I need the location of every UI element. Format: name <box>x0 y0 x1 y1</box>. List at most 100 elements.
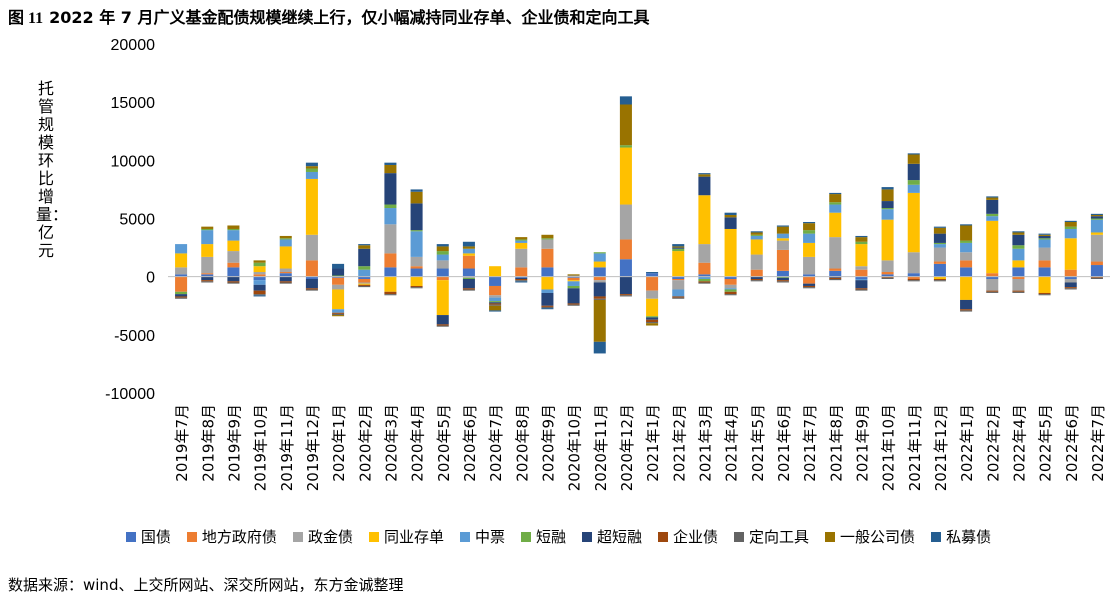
bar-segment <box>332 312 345 314</box>
bar-segment <box>279 272 292 274</box>
bar-segment <box>436 260 449 269</box>
bar-segment <box>384 276 397 292</box>
bar-segment <box>279 239 292 247</box>
bar-segment <box>1038 233 1051 235</box>
bar-segment <box>462 277 475 279</box>
bar-segment <box>698 262 711 275</box>
bar-segment <box>1012 245 1025 249</box>
bar-segment <box>1064 220 1077 222</box>
legend-swatch <box>125 531 136 542</box>
bar-segment <box>489 276 502 286</box>
bar-segment <box>305 162 318 167</box>
bar-segment <box>1064 269 1077 277</box>
bar-segment <box>960 267 973 277</box>
x-tick-label: 2022年2月 <box>984 404 1002 482</box>
bar-segment <box>1038 260 1051 268</box>
bar-segment <box>1090 215 1103 217</box>
x-tick-label: 2019年9月 <box>225 404 243 482</box>
bar-segment <box>829 268 842 271</box>
bar-segment <box>279 238 292 240</box>
bar-segment <box>305 234 318 261</box>
bar-segment <box>515 281 528 283</box>
bar-segment <box>855 280 868 289</box>
bar-segment <box>305 178 318 235</box>
bar-segment <box>332 263 345 269</box>
bar-segment <box>933 276 946 279</box>
x-tick-label: 2020年1月 <box>330 404 348 482</box>
bar-segment <box>672 246 685 248</box>
figure-number: 图 11 <box>8 10 44 27</box>
bar-segment <box>829 237 842 269</box>
bar-segment <box>1064 288 1077 290</box>
legend-swatch <box>931 531 942 542</box>
bar-segment <box>803 283 816 286</box>
bar-segment <box>1038 247 1051 261</box>
bar-segment <box>619 259 632 277</box>
bar-segment <box>410 231 423 257</box>
bar-segment <box>960 252 973 261</box>
bar-segment <box>986 213 999 217</box>
legend-item: 企业债 <box>658 526 718 547</box>
x-tick-label: 2021年5月 <box>749 404 767 482</box>
bar-segment <box>358 278 371 283</box>
bar-segment <box>332 268 345 276</box>
legend-swatch <box>520 531 531 542</box>
bar-segment <box>907 154 920 164</box>
bar-segment <box>960 242 973 253</box>
bar-segment <box>305 288 318 290</box>
bar-segment <box>881 272 894 275</box>
bar-segment <box>541 238 554 240</box>
bar-segment <box>933 233 946 243</box>
bar-segment <box>907 278 920 281</box>
x-tick-label: 2021年2月 <box>670 404 688 482</box>
bar-segment <box>175 276 188 292</box>
bar-segment <box>619 204 632 240</box>
bar-segment <box>410 191 423 204</box>
bar-segment <box>803 233 816 243</box>
x-tick-label: 2019年8月 <box>199 404 217 482</box>
bar-segment <box>227 262 240 268</box>
bar-segment <box>305 278 318 289</box>
bar-segment <box>776 240 789 250</box>
bar-segment <box>672 280 685 290</box>
bar-segment <box>1090 276 1103 278</box>
bar-segment <box>541 248 554 268</box>
bar-segment <box>960 260 973 268</box>
bar-segment <box>227 240 240 252</box>
x-tick-label: 2020年10月 <box>566 404 584 491</box>
bar-segment <box>1090 218 1103 220</box>
bar-segment <box>593 296 606 299</box>
legend-item: 同业存单 <box>368 526 444 547</box>
bar-segment <box>201 244 214 257</box>
bar-segment <box>619 96 632 105</box>
bar-segment <box>672 244 685 247</box>
bar-segment <box>279 282 292 284</box>
bar-segment <box>933 278 946 281</box>
legend-item: 超短融 <box>582 526 642 547</box>
bar-segment <box>881 274 894 277</box>
bar-segment <box>384 204 397 209</box>
bar-segment <box>986 216 999 221</box>
bar-segment <box>724 294 737 296</box>
bar-segment <box>776 249 789 271</box>
bar-segment <box>253 276 266 281</box>
bar-segment <box>698 276 711 279</box>
bar-segment <box>829 192 842 195</box>
bar-segment <box>672 248 685 252</box>
bar-segment <box>358 283 371 285</box>
bar-segment <box>619 147 632 205</box>
bar-segment <box>489 301 502 303</box>
bar-segment <box>698 176 711 196</box>
bar-segment <box>462 253 475 256</box>
bar-segment <box>855 244 868 267</box>
bar-segment <box>1038 238 1051 240</box>
bar-segment <box>227 230 240 241</box>
bar-segment <box>750 235 763 240</box>
bar-segment <box>305 168 318 172</box>
bar-segment <box>829 277 842 279</box>
bar-segment <box>829 202 842 205</box>
bar-segment <box>541 267 554 277</box>
bar-segment <box>646 319 659 323</box>
bar-segment <box>1090 261 1103 266</box>
bar-segment <box>305 171 318 179</box>
